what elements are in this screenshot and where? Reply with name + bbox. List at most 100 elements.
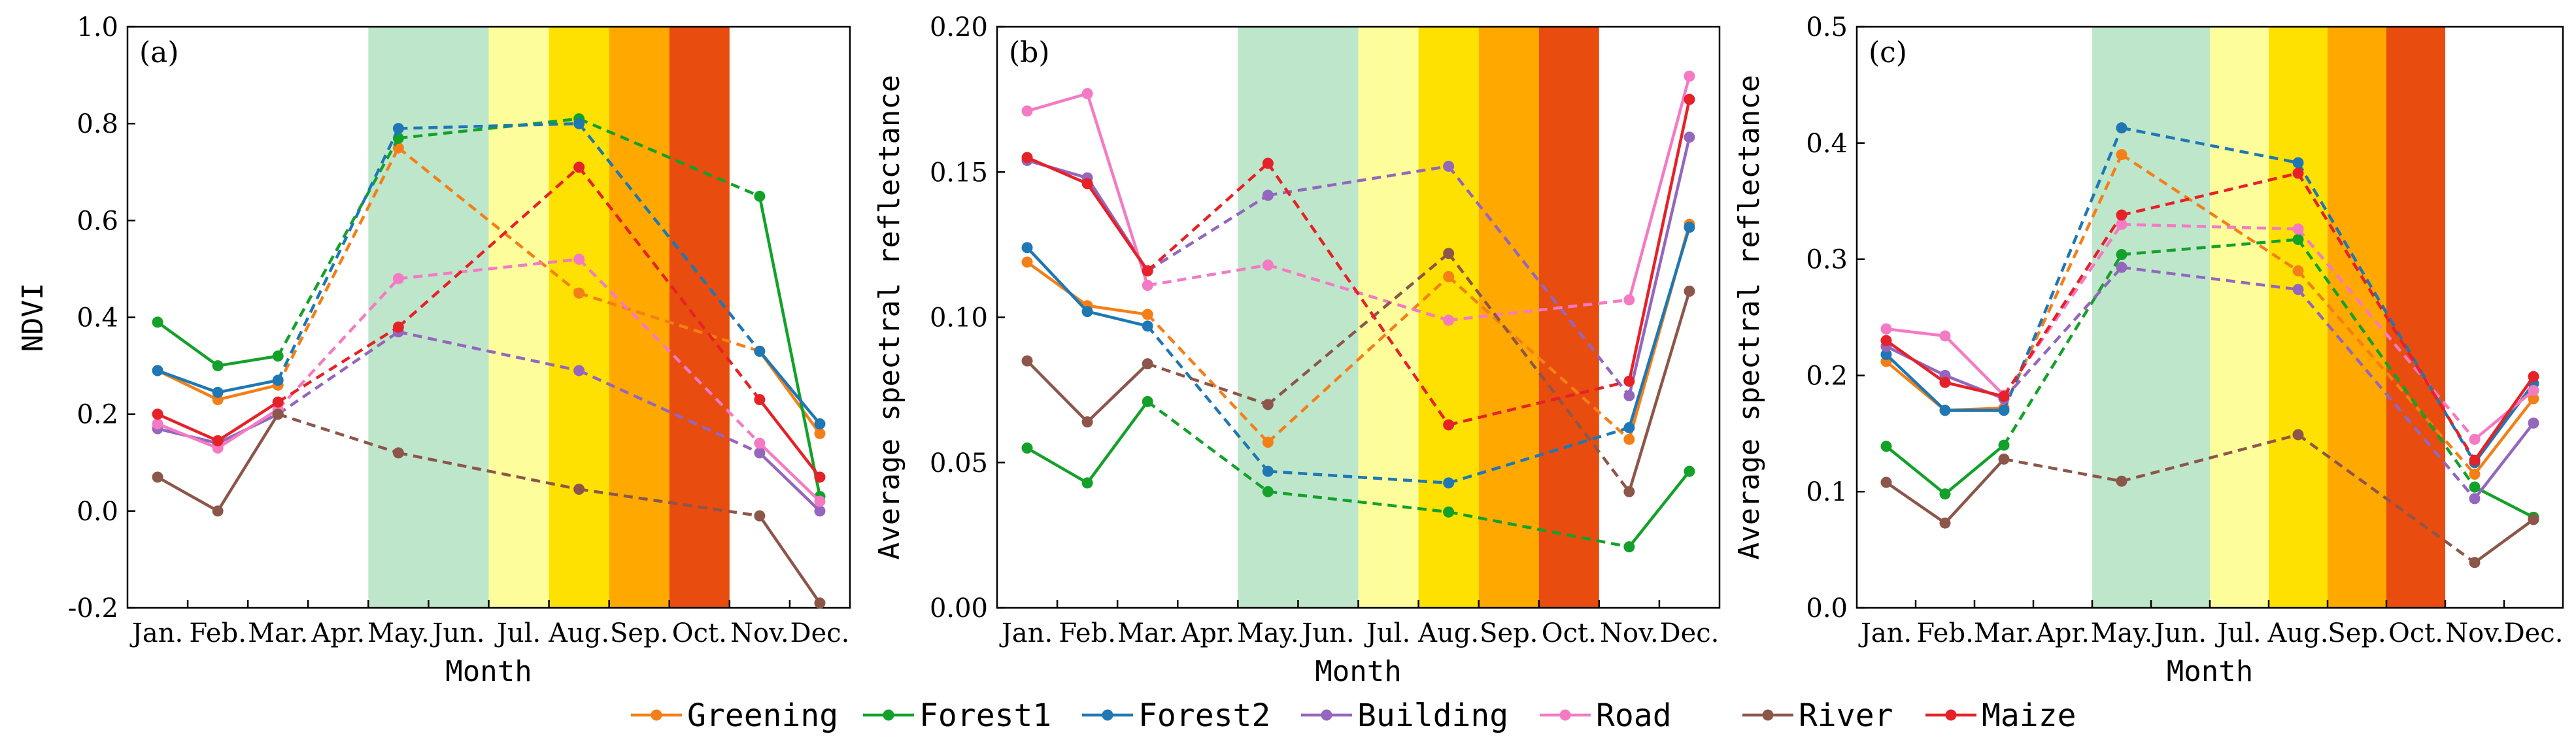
series-segment — [398, 117, 579, 140]
data-point — [1998, 453, 2010, 465]
series-segment — [758, 195, 822, 497]
series-segment — [1448, 380, 1630, 427]
data-point — [2116, 149, 2127, 161]
legend-item-greening: Greening — [631, 697, 838, 734]
series-segment — [1026, 446, 1089, 484]
y-tick-label: 0.0 — [76, 497, 118, 527]
data-point — [1081, 477, 1093, 489]
data-point — [814, 495, 826, 507]
series-segment — [2473, 382, 2535, 464]
data-point — [1081, 178, 1093, 190]
data-point — [392, 321, 404, 333]
data-point — [1623, 294, 1635, 306]
y-axis-title: Average spectral reflectance — [1733, 75, 1766, 560]
data-point — [1880, 335, 1892, 346]
y-tick-label: 0.10 — [930, 303, 988, 333]
x-tick-label: Aug. — [1417, 618, 1479, 648]
x-tick-label: May. — [2091, 618, 2153, 648]
series-segment — [277, 330, 399, 416]
data-point — [2528, 417, 2539, 429]
series-segment — [1026, 261, 1089, 307]
season-band-4 — [2386, 27, 2445, 608]
x-tick-label: Feb. — [1059, 618, 1116, 648]
data-point — [1142, 265, 1153, 276]
series-segment — [1944, 380, 2005, 398]
series-segment — [277, 412, 399, 455]
y-tick-label: 0.15 — [930, 158, 988, 188]
data-point — [1623, 486, 1635, 497]
series-segment — [2002, 127, 2124, 411]
series-segment — [1026, 156, 1089, 186]
legend-label: Maize — [1982, 697, 2076, 734]
y-tick-label: 0.5 — [1806, 12, 1848, 42]
y-tick-label: 0.4 — [1806, 129, 1848, 159]
data-point — [1021, 105, 1033, 117]
data-point — [1262, 190, 1274, 201]
series-forest2 — [152, 118, 826, 429]
series-segment — [1086, 401, 1149, 484]
x-tick-label: Jun. — [2152, 618, 2207, 648]
series-segment — [2297, 227, 2476, 441]
data-point — [2528, 393, 2539, 405]
data-point — [1684, 71, 1695, 82]
series-segment — [1266, 275, 1450, 444]
season-band-1 — [2210, 27, 2269, 608]
series-segment — [1448, 510, 1630, 548]
data-point — [1262, 437, 1274, 448]
panel-label: (a) — [139, 36, 179, 69]
data-point — [1880, 323, 1892, 335]
series-segment — [1026, 359, 1089, 424]
series-forest1 — [152, 113, 826, 503]
series-segment — [217, 354, 279, 367]
data-point — [2528, 371, 2539, 382]
season-band-3 — [2328, 27, 2386, 608]
data-point — [1262, 486, 1274, 497]
data-point — [1081, 306, 1093, 318]
series-segment — [397, 146, 581, 295]
series-segment — [2297, 172, 2476, 461]
series-segment — [277, 325, 399, 404]
series-segment — [2120, 153, 2299, 273]
data-point — [1142, 320, 1153, 332]
legend-marker — [1102, 709, 1113, 721]
legend: Greening Forest1 Forest2 Building Road River M… — [631, 697, 2076, 734]
season-band-3 — [609, 27, 669, 608]
series-segment — [1886, 327, 1946, 338]
data-point — [1262, 158, 1274, 169]
y-tick-label: 0.2 — [76, 400, 118, 430]
data-point — [2292, 429, 2304, 441]
data-point — [1021, 242, 1033, 254]
series-segment — [1146, 325, 1270, 473]
data-point — [1623, 390, 1635, 402]
series-segment — [156, 476, 219, 512]
series-segment — [277, 127, 400, 381]
data-point — [1998, 390, 2010, 402]
data-point — [1998, 439, 2010, 451]
series-segment — [1266, 162, 1450, 426]
x-tick-label: Apr. — [2035, 618, 2090, 648]
season-band-0 — [2092, 27, 2210, 608]
data-point — [2116, 248, 2127, 260]
data-point — [2292, 167, 2304, 179]
series-segment — [1885, 481, 1946, 525]
data-point — [1939, 517, 1951, 529]
legend-item-maize: Maize — [1925, 697, 2076, 734]
data-point — [1142, 309, 1153, 320]
data-point — [1021, 256, 1033, 268]
x-tick-label: Nov. — [2445, 618, 2504, 648]
season-band-0 — [1238, 27, 1359, 608]
data-point — [1021, 152, 1033, 163]
y-tick-label: -0.2 — [68, 593, 118, 624]
series-segment — [1448, 275, 1631, 441]
legend-item-forest2: Forest2 — [1082, 697, 1270, 734]
data-point — [1623, 541, 1635, 553]
x-tick-label: Nov. — [1600, 618, 1659, 648]
x-tick-label: May. — [367, 618, 430, 648]
data-point — [2116, 261, 2127, 273]
data-point — [754, 393, 766, 405]
data-point — [2469, 493, 2481, 505]
data-point — [1021, 442, 1033, 454]
legend-item-forest1: Forest1 — [863, 697, 1051, 734]
series-segment — [398, 258, 579, 280]
